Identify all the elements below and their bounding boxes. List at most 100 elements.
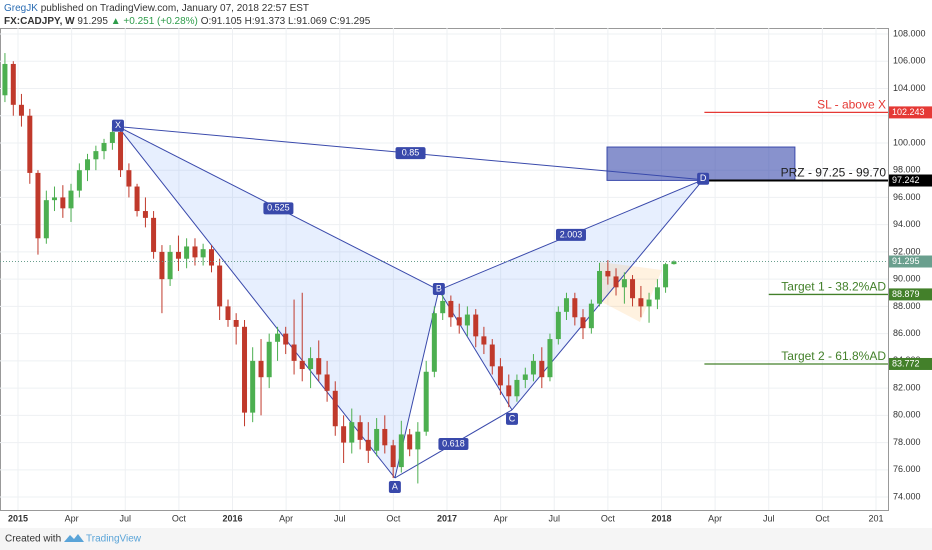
x-tick-label: 2015 [8, 513, 28, 523]
candle-body [308, 358, 314, 370]
candle-body [464, 314, 470, 326]
y-tick-label: 80.000 [893, 410, 921, 420]
candle-body [184, 246, 190, 259]
level-box [889, 357, 932, 370]
candle-body [192, 246, 198, 258]
footer-created: Created with [5, 534, 61, 545]
x-tick-label: Apr [708, 513, 722, 523]
candle-body [473, 314, 479, 337]
level-label: SL - above X [817, 98, 886, 112]
point-box [697, 172, 710, 185]
candle-body [365, 439, 371, 451]
point-label: B [436, 283, 442, 293]
candle-body [440, 300, 446, 314]
candle-body [522, 374, 528, 380]
x-tick-label: Apr [279, 513, 293, 523]
candle-body [217, 265, 223, 307]
x-tick-label: Oct [172, 513, 187, 523]
point-box [432, 283, 445, 296]
x-tick-label: Oct [601, 513, 616, 523]
candle-body [142, 211, 148, 218]
candle-body [299, 360, 305, 370]
candle-body [242, 326, 248, 413]
candle-body [316, 358, 322, 375]
candle-body [481, 336, 487, 345]
x-tick-label: 201 [868, 513, 883, 523]
candle-body [118, 132, 124, 171]
change: ▲ +0.251 (+0.28%) [111, 16, 198, 27]
pattern-fill [117, 126, 439, 478]
y-tick-label: 98.000 [893, 165, 921, 175]
ratio-box [395, 147, 426, 160]
candle-body [448, 300, 454, 318]
candle-body [85, 159, 91, 171]
candle-body [497, 366, 503, 386]
candle-body [630, 279, 636, 299]
y-tick-label: 108.000 [893, 28, 926, 38]
plot: 74.00076.00078.00080.00082.00084.00086.0… [0, 28, 932, 523]
candle-body [580, 317, 586, 329]
candle-body [283, 333, 289, 345]
candle-body [349, 422, 355, 443]
point-box [388, 480, 401, 493]
x-tick-label: Apr [65, 513, 79, 523]
published: published on TradingView.com, January 07… [41, 3, 309, 14]
pattern-leg [117, 126, 396, 479]
candle-body [547, 339, 553, 378]
candle-body [415, 431, 421, 450]
candle-body [382, 428, 388, 446]
candle-body [225, 306, 231, 321]
last-price-box [889, 255, 932, 268]
candle-body [671, 261, 677, 265]
x-tick-label: Jul [120, 513, 132, 523]
y-tick-label: 106.000 [893, 56, 926, 66]
candle-body [605, 270, 611, 277]
candle-body [423, 371, 429, 432]
candle-body [291, 344, 297, 361]
candle-body [572, 298, 578, 318]
x-tick-label: 2017 [437, 513, 457, 523]
candle-body [332, 390, 338, 427]
candle-body [109, 132, 115, 143]
last-price-label: 91.295 [892, 256, 920, 266]
candle-body [167, 251, 173, 280]
y-tick-label: 94.000 [893, 219, 921, 229]
ratio-label: 0.525 [267, 203, 290, 213]
point-label: X [115, 120, 121, 130]
candle-body [530, 360, 536, 375]
point-label: A [392, 481, 398, 491]
y-tick-label: 76.000 [893, 464, 921, 474]
x-tick-label: Oct [815, 513, 830, 523]
candle-body [563, 298, 569, 312]
level-label: Target 2 - 61.8%AD [781, 349, 886, 363]
point-label: D [700, 173, 707, 183]
candle-body [76, 170, 82, 191]
candle-body [275, 333, 281, 342]
candle-body [18, 104, 24, 116]
level-value: 83.772 [892, 358, 920, 368]
y-tick-label: 92.000 [893, 246, 921, 256]
candle-body [489, 344, 495, 367]
pattern-fill [438, 179, 704, 410]
candle-body [341, 426, 347, 443]
candle-body [621, 279, 627, 288]
ratio-box [263, 202, 294, 215]
candle-body [266, 341, 272, 378]
ratio-label: 0.618 [442, 438, 465, 448]
prz-box [889, 174, 932, 187]
candle-body [134, 186, 140, 212]
y-tick-label: 86.000 [893, 328, 921, 338]
ratio-label: 2.003 [560, 229, 583, 239]
x-tick-label: Jul [334, 513, 346, 523]
candle-body [200, 249, 206, 258]
candle-body [588, 303, 594, 329]
ratio-label: 0.85 [402, 148, 420, 158]
level-label: Target 1 - 38.2%AD [781, 280, 886, 294]
y-tick-label: 96.000 [893, 192, 921, 202]
candle-body [250, 360, 256, 413]
candle-body [27, 115, 33, 173]
plot-frame [0, 28, 889, 511]
ohlc: O:91.105 H:91.373 L:91.069 C:91.295 [201, 16, 371, 27]
